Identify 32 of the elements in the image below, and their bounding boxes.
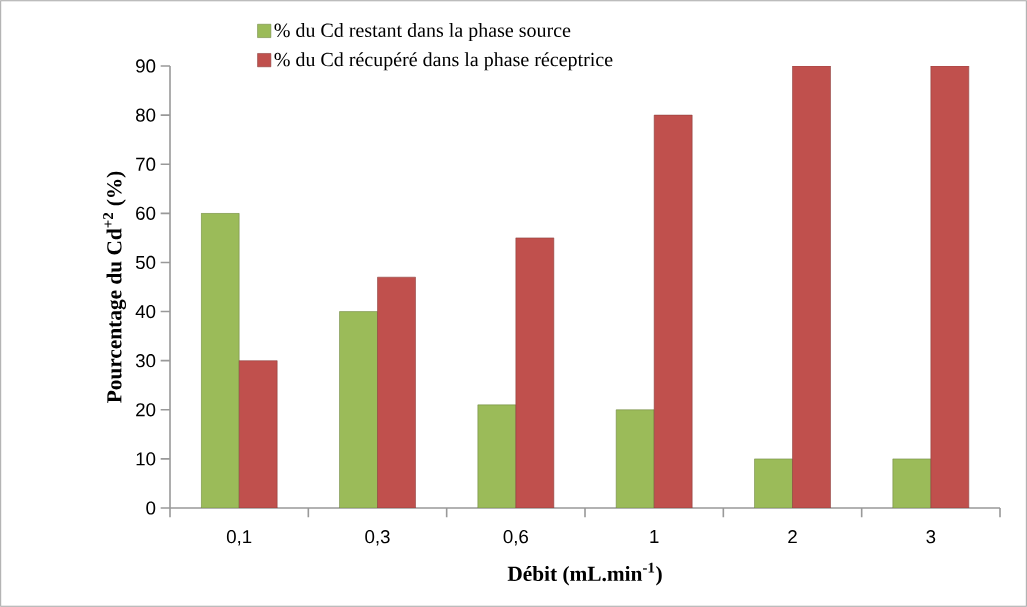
bar <box>754 458 793 508</box>
y-tick-label: 30 <box>135 354 156 368</box>
x-tick-label: 0,1 <box>226 530 252 546</box>
bar <box>930 66 970 508</box>
legend-label: % du Cd récupéré dans la phase réceptrice <box>274 52 613 71</box>
y-tick-label: 90 <box>136 59 156 73</box>
bar <box>200 213 240 508</box>
bar <box>238 360 278 508</box>
bar <box>792 66 831 508</box>
x-tick-label: 2 <box>788 530 797 544</box>
text: Pourcentage du Cd$^{+2}$ (%) <box>103 171 127 403</box>
bar <box>515 237 555 508</box>
y-tick-label: 50 <box>135 255 156 270</box>
x-tick-label: 1 <box>650 530 659 543</box>
text: Débit (mL.min$^{-1}$) <box>507 562 662 586</box>
bar <box>892 458 932 508</box>
bar <box>653 114 693 508</box>
x-tick-label: 0,3 <box>365 530 390 546</box>
bar <box>477 404 517 508</box>
legend-label: % du Cd restant dans la phase source <box>274 22 571 42</box>
bar <box>339 311 378 508</box>
bar <box>615 409 655 508</box>
y-tick-label: 20 <box>136 403 156 417</box>
x-tick-label: 3 <box>926 530 936 544</box>
y-tick-label: 70 <box>136 157 156 171</box>
y-tick-label: 80 <box>136 108 156 122</box>
y-tick-label: 40 <box>135 304 156 319</box>
y-tick-label: 0 <box>146 501 156 515</box>
bar <box>377 276 416 508</box>
y-tick-label: 60 <box>136 206 156 220</box>
x-tick-label: 0,6 <box>503 530 528 546</box>
y-tick-label: 10 <box>136 452 156 466</box>
